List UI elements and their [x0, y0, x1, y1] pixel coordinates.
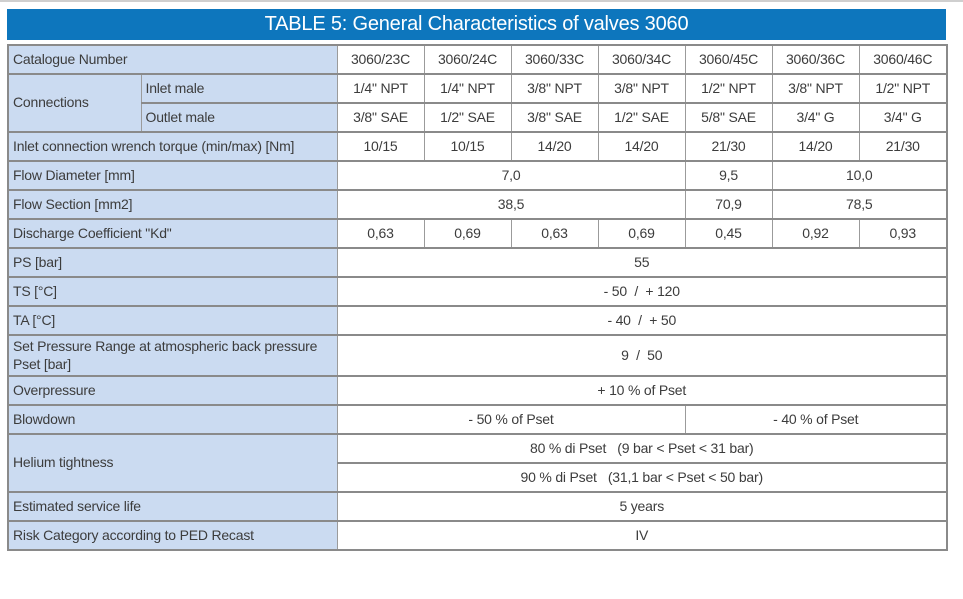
- catalogue-value: 3060/23C: [336, 44, 425, 75]
- ts-label: TS [°C]: [7, 276, 338, 307]
- kd-value: 0,93: [858, 218, 948, 249]
- outlet-value: 1/2" SAE: [597, 102, 686, 133]
- outlet-value: 3/4" G: [858, 102, 948, 133]
- discharge-coefficient-label: Discharge Coefficient "Kd": [7, 218, 338, 249]
- inlet-value: 3/8" NPT: [510, 73, 599, 104]
- wrench-torque-value: 14/20: [510, 131, 599, 162]
- row-helium-tightness-2: 90 % di Pset (31,1 bar < Pset < 50 bar): [8, 462, 948, 493]
- row-catalogue-number: Catalogue Number 3060/23C 3060/24C 3060/…: [7, 44, 948, 75]
- row-flow-diameter: Flow Diameter [mm] 7,0 9,5 10,0: [7, 160, 948, 191]
- helium-tightness-value: 90 % di Pset (31,1 bar < Pset < 50 bar): [336, 462, 948, 493]
- helium-tightness-label: Helium tightness: [7, 433, 338, 493]
- flow-section-label: Flow Section [mm2]: [7, 189, 338, 220]
- outlet-value: 3/8" SAE: [510, 102, 599, 133]
- set-pressure-range-value: 9 / 50: [336, 334, 948, 377]
- kd-value: 0,69: [597, 218, 686, 249]
- catalogue-value: 3060/46C: [858, 44, 948, 75]
- row-helium-tightness-1: Helium tightness 80 % di Pset (9 bar < P…: [7, 433, 948, 493]
- wrench-torque-value: 10/15: [423, 131, 512, 162]
- outlet-value: 3/4" G: [771, 102, 860, 133]
- inlet-value: 3/8" NPT: [597, 73, 686, 104]
- connections-label: Connections: [7, 73, 142, 133]
- inlet-male-label: Inlet male: [140, 73, 338, 104]
- wrench-torque-value: 21/30: [684, 131, 773, 162]
- overpressure-label: Overpressure: [7, 375, 338, 406]
- catalogue-value: 3060/34C: [597, 44, 686, 75]
- outlet-value: 3/8" SAE: [336, 102, 425, 133]
- wrench-torque-value: 21/30: [858, 131, 948, 162]
- service-life-label: Estimated service life: [7, 491, 338, 522]
- catalogue-value: 3060/45C: [684, 44, 773, 75]
- blowdown-value: - 40 % of Pset: [684, 404, 948, 435]
- row-wrench-torque: Inlet connection wrench torque (min/max)…: [7, 131, 948, 162]
- kd-value: 0,69: [423, 218, 512, 249]
- row-discharge-coefficient: Discharge Coefficient "Kd" 0,63 0,69 0,6…: [7, 218, 948, 249]
- inlet-value: 1/2" NPT: [858, 73, 948, 104]
- catalogue-number-label: Catalogue Number: [7, 44, 338, 75]
- outlet-value: 5/8" SAE: [684, 102, 773, 133]
- wrench-torque-value: 14/20: [771, 131, 860, 162]
- row-connections-inlet: Connections Inlet male 1/4" NPT 1/4" NPT…: [7, 73, 948, 133]
- kd-value: 0,92: [771, 218, 860, 249]
- ps-value: 55: [336, 247, 948, 278]
- flow-diameter-value: 7,0: [336, 160, 686, 191]
- row-connections-outlet: Outlet male 3/8" SAE 1/2" SAE 3/8" SAE 1…: [8, 102, 948, 133]
- catalogue-value: 3060/24C: [423, 44, 512, 75]
- row-risk-category: Risk Category according to PED Recast IV: [7, 520, 948, 551]
- flow-section-value: 78,5: [771, 189, 948, 220]
- inlet-value: 1/4" NPT: [423, 73, 512, 104]
- inlet-value: 3/8" NPT: [771, 73, 860, 104]
- wrench-torque-value: 14/20: [597, 131, 686, 162]
- kd-value: 0,63: [510, 218, 599, 249]
- row-ps: PS [bar] 55: [7, 247, 948, 278]
- ta-label: TA [°C]: [7, 305, 338, 336]
- row-set-pressure-range: Set Pressure Range at atmospheric back p…: [7, 334, 948, 377]
- helium-tightness-value: 80 % di Pset (9 bar < Pset < 31 bar): [336, 433, 948, 464]
- blowdown-label: Blowdown: [7, 404, 338, 435]
- blowdown-value: - 50 % of Pset: [336, 404, 686, 435]
- row-blowdown: Blowdown - 50 % of Pset - 40 % of Pset: [7, 404, 948, 435]
- flow-diameter-label: Flow Diameter [mm]: [7, 160, 338, 191]
- outlet-male-label: Outlet male: [140, 102, 338, 133]
- inlet-value: 1/4" NPT: [336, 73, 425, 104]
- table-title: TABLE 5: General Characteristics of valv…: [264, 13, 689, 35]
- row-overpressure: Overpressure + 10 % of Pset: [7, 375, 948, 406]
- row-flow-section: Flow Section [mm2] 38,5 70,9 78,5: [7, 189, 948, 220]
- wrench-torque-value: 10/15: [336, 131, 425, 162]
- flow-diameter-value: 10,0: [771, 160, 948, 191]
- outlet-value: 1/2" SAE: [423, 102, 512, 133]
- page-top-rule: [0, 0, 963, 2]
- row-ts: TS [°C] - 50 / + 120: [7, 276, 948, 307]
- overpressure-value: + 10 % of Pset: [336, 375, 948, 406]
- kd-value: 0,45: [684, 218, 773, 249]
- flow-section-value: 70,9: [684, 189, 773, 220]
- set-pressure-range-label: Set Pressure Range at atmospheric back p…: [7, 334, 338, 377]
- catalogue-value: 3060/33C: [510, 44, 599, 75]
- risk-category-label: Risk Category according to PED Recast: [7, 520, 338, 551]
- inlet-value: 1/2" NPT: [684, 73, 773, 104]
- table-title-bar: TABLE 5: General Characteristics of valv…: [7, 9, 946, 40]
- flow-diameter-value: 9,5: [684, 160, 773, 191]
- wrench-torque-label: Inlet connection wrench torque (min/max)…: [7, 131, 338, 162]
- catalogue-value: 3060/36C: [771, 44, 860, 75]
- spec-table: Catalogue Number 3060/23C 3060/24C 3060/…: [7, 44, 948, 551]
- flow-section-value: 38,5: [336, 189, 686, 220]
- ta-value: - 40 / + 50: [336, 305, 948, 336]
- risk-category-value: IV: [336, 520, 948, 551]
- valve-characteristics-table: TABLE 5: General Characteristics of valv…: [7, 9, 948, 551]
- row-service-life: Estimated service life 5 years: [7, 491, 948, 522]
- row-ta: TA [°C] - 40 / + 50: [7, 305, 948, 336]
- kd-value: 0,63: [336, 218, 425, 249]
- ts-value: - 50 / + 120: [336, 276, 948, 307]
- service-life-value: 5 years: [336, 491, 948, 522]
- ps-label: PS [bar]: [7, 247, 338, 278]
